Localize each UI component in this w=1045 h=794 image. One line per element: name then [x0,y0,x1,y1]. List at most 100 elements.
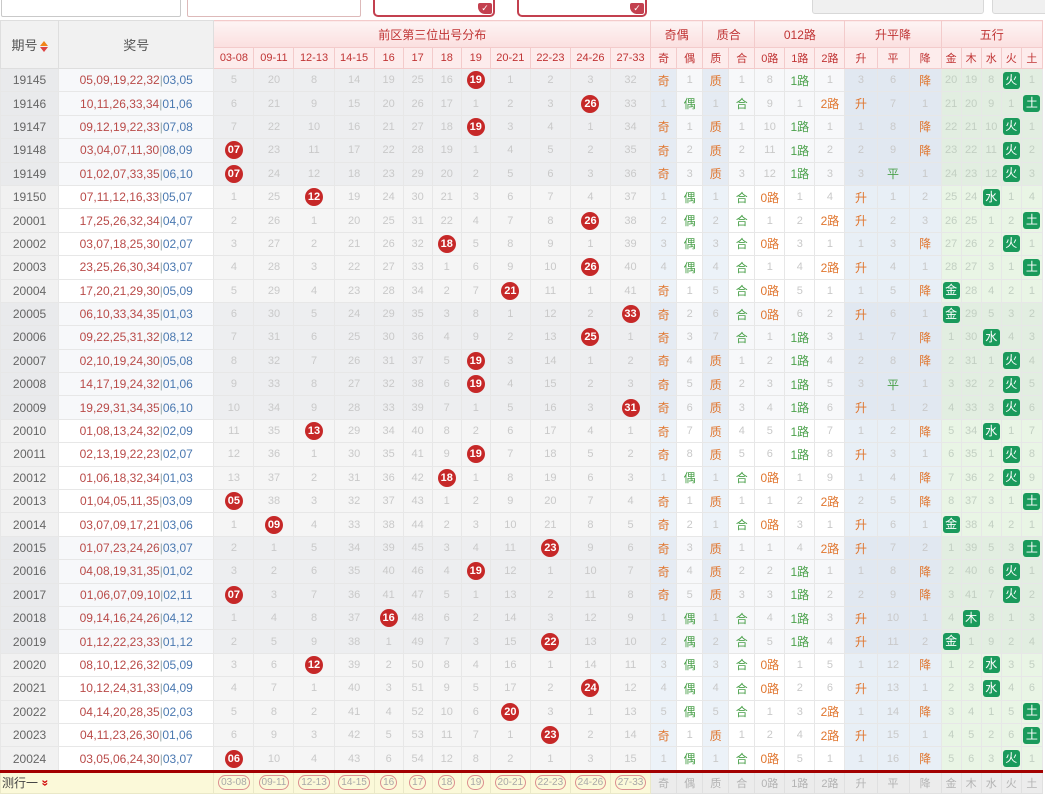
miss-count-cell: 7 [293,582,335,607]
miss-count-cell: 13 [609,699,652,724]
miss-count-cell: 1 [908,676,942,701]
element-hit-badge: 火 [1002,562,1020,580]
miss-count-cell: 3 [460,512,491,537]
select-range-pill[interactable]: 12-13 [298,775,330,791]
toolbar-gray-button-2[interactable] [992,0,1045,14]
double-down-chevron-icon[interactable]: » [38,779,53,787]
miss-count-cell: 1 [876,184,910,210]
miss-count-cell: 12 [754,161,786,186]
select-range-pill[interactable]: 09-11 [258,775,290,791]
element-cell: 火 [1000,442,1022,467]
miss-count-cell: 1 [940,652,962,678]
miss-count-cell: 31 [960,348,982,374]
sort-icon[interactable] [39,41,48,53]
miss-count-cell: 32 [960,372,982,397]
issue-number-cell: 20022 [0,699,60,724]
hit-cell: 升 [844,722,878,748]
miss-count-cell: 21 [940,91,962,116]
select-range-pill[interactable]: 19 [467,775,485,791]
miss-count-cell: 4 [784,722,816,748]
miss-count-cell: 3 [650,652,678,678]
miss-count-cell: 9 [980,629,1002,654]
miss-count-cell: 3 [702,652,730,678]
miss-count-cell: 5 [431,348,462,374]
select-range-pill[interactable]: 27-33 [614,775,647,791]
miss-count-cell: 3 [569,161,611,186]
issue-number-cell: 20002 [0,231,60,257]
winning-numbers-cell: 09,12,19,22,33|07,08 [58,114,215,140]
select-range-pill[interactable]: 16 [380,775,398,791]
hit-cell: 奇 [650,278,678,303]
miss-count-cell: 1 [908,722,942,748]
miss-count-cell: 1 [702,512,730,537]
hit-cell: 平 [876,372,910,397]
element-cell: 火 [1000,559,1022,584]
select-range-pill[interactable]: 14-15 [338,775,370,791]
miss-count-cell: 2 [940,559,962,584]
hit-cell: 合 [728,255,756,280]
miss-count-cell: 2 [980,722,1002,748]
select-range-pill[interactable]: 20-21 [494,775,527,791]
toolbar-gray-button-1[interactable] [812,0,984,14]
miss-count-cell: 3 [784,699,816,724]
footer-plain-label: 土 [1020,770,1044,794]
hit-cell: 升 [844,535,878,561]
issue-column-header[interactable]: 期号 [0,20,60,69]
issue-range-input-1[interactable] [1,0,181,17]
hit-cell: 2路 [814,208,846,233]
element-cell: 土 [1020,535,1044,561]
winning-numbers-cell: 01,12,22,23,33|01,12 [58,629,215,654]
miss-count-cell: 6 [431,372,462,397]
miss-count-cell: 5 [940,418,962,444]
hit-cell: 偶 [676,91,704,116]
chart-row: 20017 01,06,07,09,10|02,11 07 3 7 36 41 47 5 1 13 2… [0,582,1044,607]
miss-count-cell: 5 [814,652,846,678]
miss-count-cell: 4 [431,325,462,350]
hit-cell: 降 [908,278,942,303]
footer-plain-label: 奇 [650,770,678,794]
miss-count-cell: 1 [844,746,878,773]
miss-count-cell: 36 [609,161,652,186]
miss-count-cell: 4 [1020,348,1044,374]
miss-count-cell: 37 [960,489,982,514]
miss-count-cell: 3 [1000,535,1022,561]
miss-count-cell: 3 [728,395,756,420]
miss-count-cell: 1 [1000,184,1022,210]
miss-count-cell: 5 [460,676,491,701]
miss-count-cell: 7 [1020,418,1044,444]
winning-numbers-cell: 02,10,19,24,30|05,08 [58,348,215,374]
miss-count-cell: 23 [253,138,295,163]
element-cell: 金 [940,512,962,537]
miss-count-cell: 9 [814,465,846,491]
miss-count-cell: 8 [609,582,652,607]
hit-cell: 质 [702,418,730,444]
miss-count-cell: 26 [333,348,375,374]
miss-count-cell: 2 [650,629,678,654]
miss-count-cell: 4 [529,114,571,140]
issue-range-input-2[interactable] [187,0,361,17]
ball-cell: 26 [569,91,611,116]
miss-count-cell: 5 [609,512,652,537]
select-range-pill[interactable]: 22-23 [534,775,567,791]
miss-count-cell: 4 [676,559,704,584]
miss-count-cell: 1 [814,559,846,584]
select-range-pill[interactable]: 03-08 [218,775,250,791]
miss-count-cell: 29 [402,161,433,186]
chart-row: 20003 23,25,26,30,34|03,07 4 28 3 22 27 33 1 6 9 10… [0,255,1044,280]
hit-cell: 降 [908,138,942,163]
miss-count-cell: 14 [569,652,611,678]
miss-count-cell: 32 [333,489,375,514]
select-range-pill[interactable]: 17 [409,775,427,791]
miss-count-cell: 1 [1000,489,1022,514]
miss-count-cell: 9 [569,535,611,561]
sub-column-header: 水 [980,47,1002,69]
red-action-button-2[interactable]: ✓ [517,0,647,17]
select-range-pill[interactable]: 18 [438,775,456,791]
miss-count-cell: 21 [373,114,404,140]
red-action-button-1[interactable]: ✓ [373,0,495,17]
select-range-pill[interactable]: 24-26 [574,775,607,791]
miss-count-cell: 2 [754,722,786,748]
miss-count-cell: 4 [940,722,962,748]
miss-count-cell: 5 [876,278,910,303]
miss-count-cell: 44 [402,512,433,537]
